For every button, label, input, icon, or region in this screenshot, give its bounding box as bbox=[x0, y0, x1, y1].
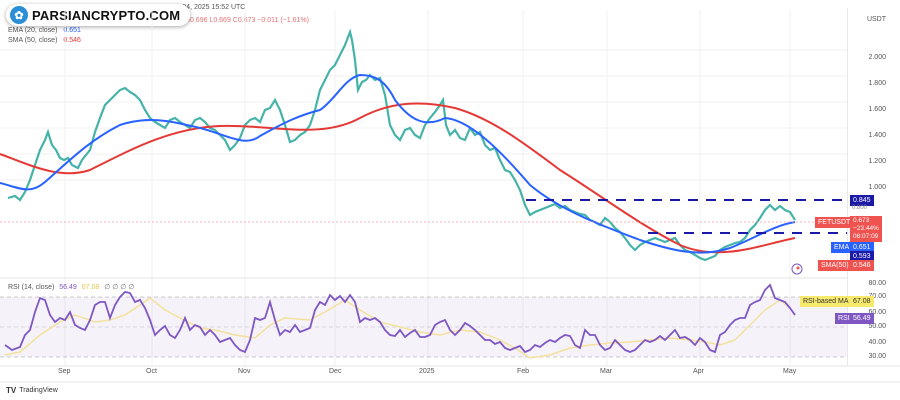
rsi-ma-tag: RSI-based MA bbox=[800, 296, 852, 307]
month-label: Mar bbox=[600, 368, 613, 375]
rsi-value-badge: 56.49 bbox=[850, 313, 874, 324]
ohlc-values: O0.684 H0.696 L0.669 C0.673 −0.011 (−1.6… bbox=[160, 17, 309, 24]
rsi-ma-value-badge: 67.08 bbox=[850, 296, 874, 307]
support-badge: 0.593 bbox=[850, 251, 874, 262]
month-label: 2025 bbox=[419, 368, 435, 375]
last-price-badge: 0.673 −23.44% 08:07:09 bbox=[850, 216, 882, 242]
ema-legend-label: EMA (20, close) bbox=[8, 27, 58, 34]
tradingview-logo-icon: TV bbox=[6, 386, 17, 395]
alert-target-icon bbox=[791, 263, 803, 275]
ema-tag-badge: EMA bbox=[831, 242, 853, 253]
month-label: Feb bbox=[517, 368, 530, 375]
rsi-legend[interactable]: RSI (14, close) 56.49 67.08 ∅ ∅ ∅ ∅ bbox=[8, 283, 134, 291]
month-label: May bbox=[783, 368, 797, 375]
resistance-badge: 0.845 bbox=[850, 195, 874, 206]
month-label: Dec bbox=[329, 368, 342, 375]
price-change: −23.44% bbox=[853, 225, 879, 232]
rsi-legend-label: RSI (14, close) bbox=[8, 284, 55, 291]
currency-label: USDT bbox=[866, 16, 886, 23]
price-tick: 1.600 bbox=[868, 106, 886, 113]
hidden-values-icons: ∅ ∅ ∅ ∅ bbox=[104, 284, 135, 291]
rsi-tick: 50.00 bbox=[868, 323, 886, 330]
rsi-tick: 30.00 bbox=[868, 353, 886, 360]
rsi-tick: 80.00 bbox=[868, 280, 886, 287]
grid-lines bbox=[0, 10, 848, 365]
resistance-sub-label: 0.800 bbox=[852, 205, 868, 211]
sma-value-badge: 0.546 bbox=[850, 260, 874, 271]
price-axis[interactable]: USDT 2.000 1.800 1.600 1.400 1.200 1.000 bbox=[847, 8, 900, 278]
rsi-tick: 60.00 bbox=[868, 309, 886, 316]
rsi-tick: 40.00 bbox=[868, 339, 886, 346]
symbol-badge: FETUSDT bbox=[815, 217, 854, 228]
month-label: Sep bbox=[58, 368, 71, 375]
last-price: 0.673 bbox=[853, 217, 870, 224]
month-label: Nov bbox=[238, 368, 251, 375]
rsi-ma-legend-value: 67.08 bbox=[81, 284, 100, 291]
rsi-ma-line bbox=[4, 297, 796, 359]
price-tick: 1.000 bbox=[868, 184, 886, 191]
time-axis[interactable]: Sep Oct Nov Dec 2025 Feb Mar Apr May bbox=[0, 368, 848, 382]
month-label: Oct bbox=[146, 368, 157, 375]
price-candles bbox=[7, 28, 796, 262]
ema-legend-value: 0.651 bbox=[63, 27, 81, 34]
ema-line bbox=[0, 73, 796, 254]
rsi-legend-value: 56.49 bbox=[59, 284, 77, 291]
bar-countdown: 08:07:09 bbox=[853, 233, 879, 240]
rsi-line bbox=[4, 283, 796, 354]
price-tick: 2.000 bbox=[868, 54, 886, 61]
ema-value-badge: 0.651 bbox=[850, 242, 874, 253]
price-tick: 1.200 bbox=[868, 158, 886, 165]
price-tick: 1.400 bbox=[868, 132, 886, 139]
sma-legend-label: SMA (50, close) bbox=[8, 37, 58, 44]
rsi-tick: 70.00 bbox=[868, 293, 886, 300]
logo-icon: ✿ bbox=[10, 6, 28, 24]
tradingview-brand[interactable]: TV TradingView bbox=[6, 386, 58, 395]
price-tick: 1.800 bbox=[868, 80, 886, 87]
published-info: com, May 04, 2025 15:52 UTC bbox=[150, 4, 246, 11]
logo-text: PARSIANCRYPTO.COM bbox=[32, 7, 181, 23]
sma-legend[interactable]: SMA (50, close) 0.546 bbox=[8, 37, 81, 44]
ema-legend[interactable]: EMA (20, close) 0.651 bbox=[8, 27, 81, 34]
month-label: Apr bbox=[693, 368, 704, 375]
sma-line bbox=[0, 102, 796, 254]
sma-legend-value: 0.546 bbox=[63, 37, 81, 44]
rsi-tag: RSI bbox=[835, 313, 853, 324]
tradingview-label: TradingView bbox=[19, 387, 58, 394]
sma-tag-badge: SMA(50) bbox=[818, 260, 852, 271]
watermark-logo: ✿ PARSIANCRYPTO.COM bbox=[6, 4, 191, 26]
